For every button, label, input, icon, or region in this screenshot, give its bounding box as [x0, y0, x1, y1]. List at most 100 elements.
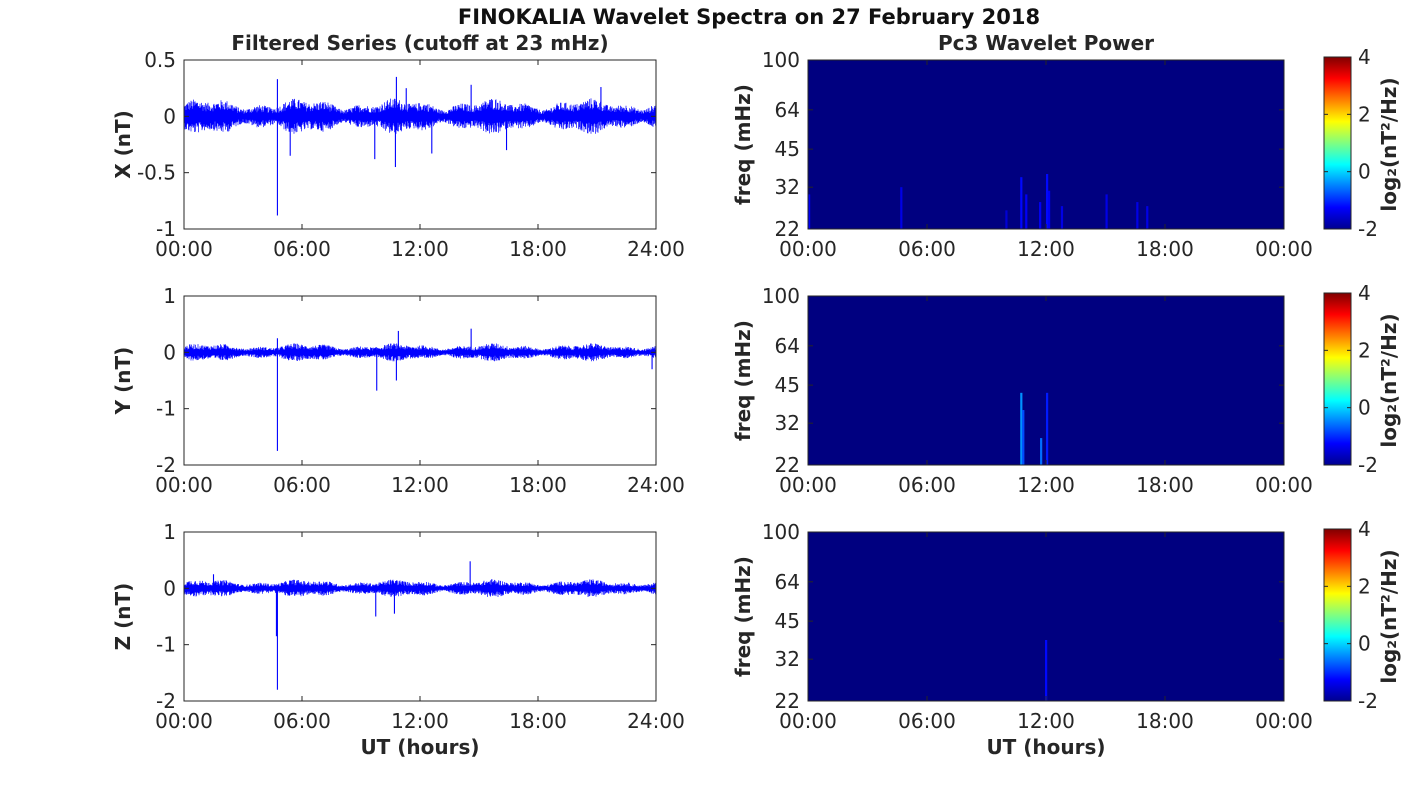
y-tick-label: 64 [775, 98, 800, 122]
colorbar-tick-label: 4 [1358, 45, 1371, 69]
colorbar-tick-label: 2 [1358, 102, 1371, 126]
x-tick-label: 12:00 [1017, 473, 1075, 497]
x-tick-label: 06:00 [273, 473, 331, 497]
x-tick-label: 06:00 [898, 709, 956, 733]
colorbar-tick-label: -2 [1358, 689, 1378, 713]
y-axis-label: freq (mHz) [731, 84, 755, 205]
y-tick-label: -1 [156, 397, 176, 421]
y-tick-label: 0 [163, 340, 176, 364]
panel-right-top: 00:00 06:00 12:00 18:00 00:00 100 64 45 32 22 Pc3 … [731, 31, 1401, 261]
y-tick-label: 0 [163, 104, 176, 128]
power-event-6 [1045, 174, 1049, 229]
y-tick-label: 22 [775, 453, 800, 477]
x-axis-label: UT (hours) [986, 735, 1105, 759]
power-event-0 [1020, 392, 1023, 465]
colorbar [1323, 528, 1352, 702]
x-tick-label: 06:00 [273, 237, 331, 261]
y-tick-label: 0 [163, 576, 176, 600]
y-tick-label: 0.5 [144, 48, 176, 72]
y-tick-label: 45 [775, 137, 800, 161]
colorbar-tick-label: -2 [1358, 453, 1378, 477]
y-tick-label: 1 [163, 284, 176, 308]
x-tick-label: 18:00 [1136, 473, 1194, 497]
x-tick-label: 06:00 [273, 709, 331, 733]
x-tick-label: 18:00 [509, 709, 567, 733]
x-tick-label: 12:00 [1017, 709, 1075, 733]
x-tick-label: 24:00 [627, 709, 685, 733]
power-event-10 [1136, 202, 1139, 229]
plot-area [184, 60, 656, 229]
panel-left-top: 00:00 06:00 12:00 18:00 24:00 0.5 0 -0.5 -1 Filte… [111, 31, 685, 261]
colorbar-label: log₂(nT²/Hz) [1377, 77, 1401, 211]
x-tick-label: 00:00 [779, 709, 837, 733]
figure-title: FINOKALIA Wavelet Spectra on 27 February… [458, 5, 1040, 29]
y-axis-label: freq (mHz) [731, 556, 755, 677]
colorbar [1323, 56, 1352, 230]
y-tick-label: 22 [775, 689, 800, 713]
colorbar-tick-label: 0 [1358, 396, 1371, 420]
colorbar-tick-label: 2 [1358, 338, 1371, 362]
y-tick-label: 100 [762, 284, 800, 308]
x-tick-label: 00:00 [779, 237, 837, 261]
x-tick-label: 06:00 [898, 237, 956, 261]
plot-area [184, 532, 656, 701]
x-tick-label: 00:00 [155, 237, 213, 261]
y-tick-label: -0.5 [137, 161, 176, 185]
power-event-0 [1045, 639, 1048, 701]
power-event-4 [1025, 194, 1028, 229]
y-tick-label: 100 [762, 48, 800, 72]
colorbar-tick-label: 0 [1358, 632, 1371, 656]
panel-title: Pc3 Wavelet Power [938, 31, 1154, 55]
power-event-11 [1146, 206, 1149, 229]
colorbar-tick-label: -2 [1358, 217, 1378, 241]
x-tick-label: 12:00 [391, 237, 449, 261]
power-event-5 [1039, 202, 1042, 229]
x-tick-label: 12:00 [391, 473, 449, 497]
x-tick-label: 18:00 [1136, 237, 1194, 261]
x-tick-label: 24:00 [627, 473, 685, 497]
x-tick-label: 06:00 [898, 473, 956, 497]
x-tick-label: 00:00 [1255, 473, 1313, 497]
y-tick-label: 64 [775, 334, 800, 358]
power-event-3 [1020, 177, 1023, 229]
y-axis-label: X (nT) [111, 110, 135, 179]
y-tick-label: 45 [775, 373, 800, 397]
power-event-0 [807, 194, 811, 229]
colorbar-tick-label: 4 [1358, 281, 1371, 305]
x-tick-label: 12:00 [1017, 237, 1075, 261]
power-event-2 [1005, 210, 1008, 229]
x-tick-label: 18:00 [1136, 709, 1194, 733]
plot-area [184, 296, 656, 465]
y-tick-label: 100 [762, 520, 800, 544]
x-tick-label: 12:00 [391, 709, 449, 733]
y-tick-label: -1 [156, 633, 176, 657]
y-tick-label: -2 [156, 689, 176, 713]
power-event-2 [1040, 438, 1043, 465]
power-event-1 [900, 187, 903, 229]
panel-left-middle: 00:00 06:00 12:00 18:00 24:00 1 0 -1 -2 Y (nT) [111, 284, 685, 497]
panel-right-bottom: 00:00 06:00 12:00 18:00 00:00 100 64 45 32 22 freq… [731, 517, 1401, 759]
x-tick-label: 24:00 [627, 237, 685, 261]
x-tick-label: 00:00 [155, 709, 213, 733]
x-tick-label: 18:00 [509, 473, 567, 497]
y-axis-label: freq (mHz) [731, 320, 755, 441]
y-tick-label: 22 [775, 217, 800, 241]
panel-title: Filtered Series (cutoff at 23 mHz) [231, 31, 608, 55]
colorbar-tick-label: 0 [1358, 160, 1371, 184]
colorbar-tick-label: 4 [1358, 517, 1371, 541]
chart-panels: 00:00 06:00 12:00 18:00 24:00 0.5 0 -0.5 -1 Filte… [111, 31, 1401, 759]
colorbar-label: log₂(nT²/Hz) [1377, 313, 1401, 447]
power-event-8 [1060, 206, 1064, 229]
power-event-7 [1047, 190, 1051, 229]
y-axis-label: Z (nT) [111, 583, 135, 651]
colorbar-tick-label: 2 [1358, 574, 1371, 598]
y-tick-label: 45 [775, 609, 800, 633]
y-tick-label: -2 [156, 453, 176, 477]
x-tick-label: 00:00 [1255, 709, 1313, 733]
y-tick-label: 64 [775, 570, 800, 594]
x-axis-label: UT (hours) [360, 735, 479, 759]
power-event-1 [1022, 410, 1025, 465]
y-tick-label: 1 [163, 520, 176, 544]
y-tick-label: 32 [775, 175, 800, 199]
